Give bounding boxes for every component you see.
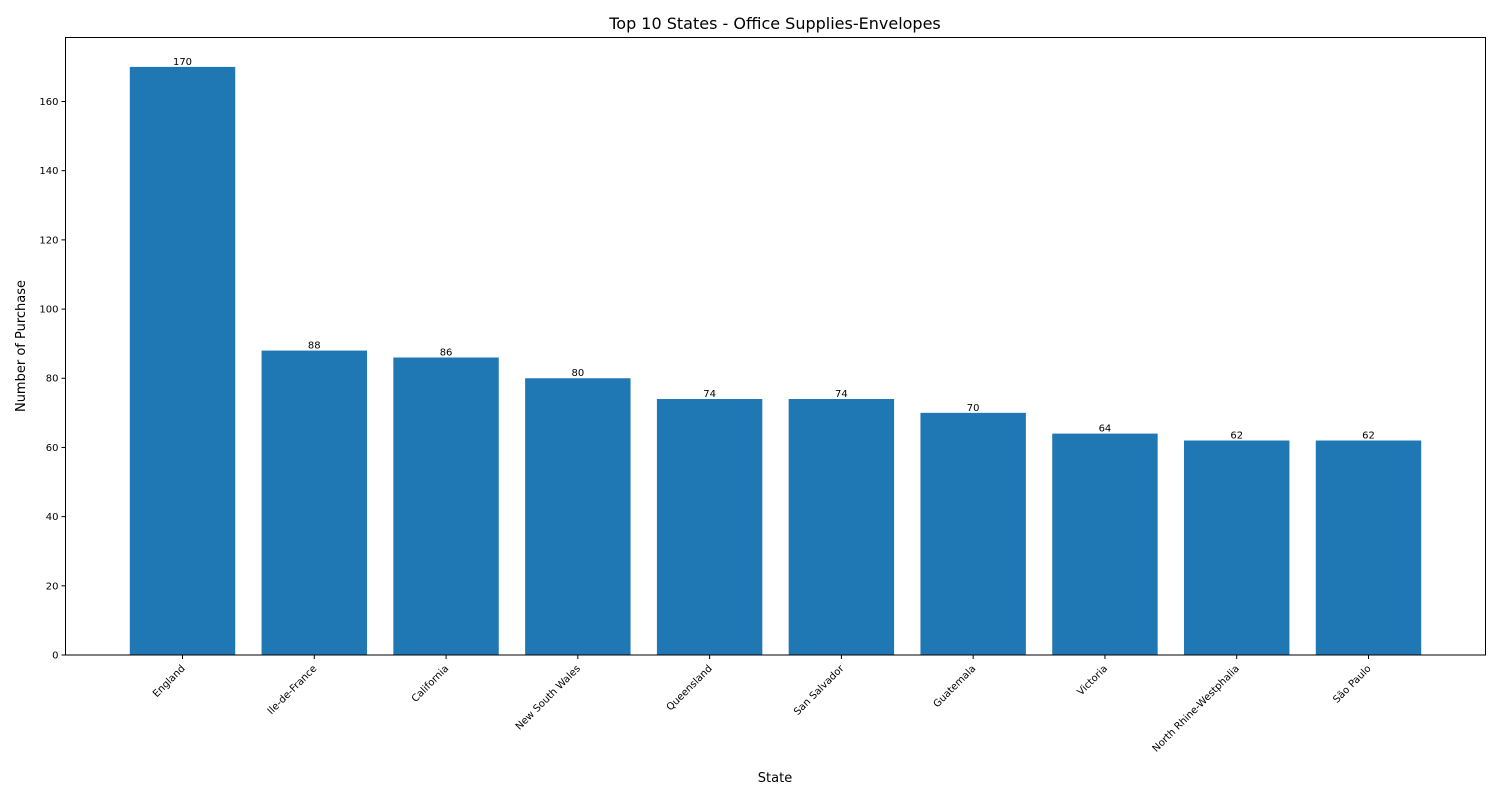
chart-title: Top 10 States - Office Supplies-Envelope… [608,14,941,33]
x-tick-label: New South Wales [514,663,583,732]
bar-value-label: 74 [835,389,848,400]
bar [788,399,895,655]
x-tick-label: North Rhine-Westphalia [1151,663,1242,754]
y-tick-label: 40 [46,512,59,523]
bars-layer [129,66,1422,655]
y-tick-label: 140 [39,166,58,177]
x-tick-label: San Salvador [792,663,847,718]
bar [525,378,631,655]
bar [393,357,499,655]
y-tick-label: 100 [39,305,58,316]
x-tick-label: California [410,663,451,704]
x-tick-label: Guatemala [932,663,979,710]
y-tick-label: 120 [39,235,58,246]
bar-value-label: 70 [967,403,980,414]
bar [129,66,236,655]
y-tick-label: 60 [46,443,59,454]
y-axis: 0 20 40 60 80 100 120 140 160 [39,97,66,662]
x-axis: England Ile-de-France California New South … [151,655,1374,755]
bar-value-label: 74 [703,389,716,400]
bar [1184,440,1290,655]
bar-value-label: 86 [440,347,453,358]
data-labels-layer: 170 88 86 80 74 74 70 64 62 62 [173,57,1375,442]
bar [1315,440,1422,655]
x-tick-label: Queensland [665,663,715,713]
y-tick-label: 20 [46,581,59,592]
bar [920,412,1026,655]
plot-frame [65,37,1486,656]
bar [1052,433,1158,655]
bar-value-label: 80 [571,368,584,379]
bar-value-label: 170 [173,57,192,68]
y-axis-label: Number of Purchase [14,280,29,412]
x-axis-label: State [758,771,792,786]
bar-value-label: 88 [308,341,321,352]
x-tick-label: England [151,663,187,699]
y-tick-label: 80 [46,374,59,385]
x-tick-label: Victoria [1075,663,1110,698]
bar [656,399,763,655]
bar-value-label: 62 [1230,431,1243,442]
x-tick-label: São Paulo [1331,663,1373,705]
bar-value-label: 62 [1362,431,1375,442]
bar-value-label: 64 [1099,424,1112,435]
bar [261,350,367,655]
y-tick-label: 160 [39,97,58,108]
x-tick-label: Ile-de-France [266,663,320,717]
y-tick-label: 0 [52,651,58,662]
